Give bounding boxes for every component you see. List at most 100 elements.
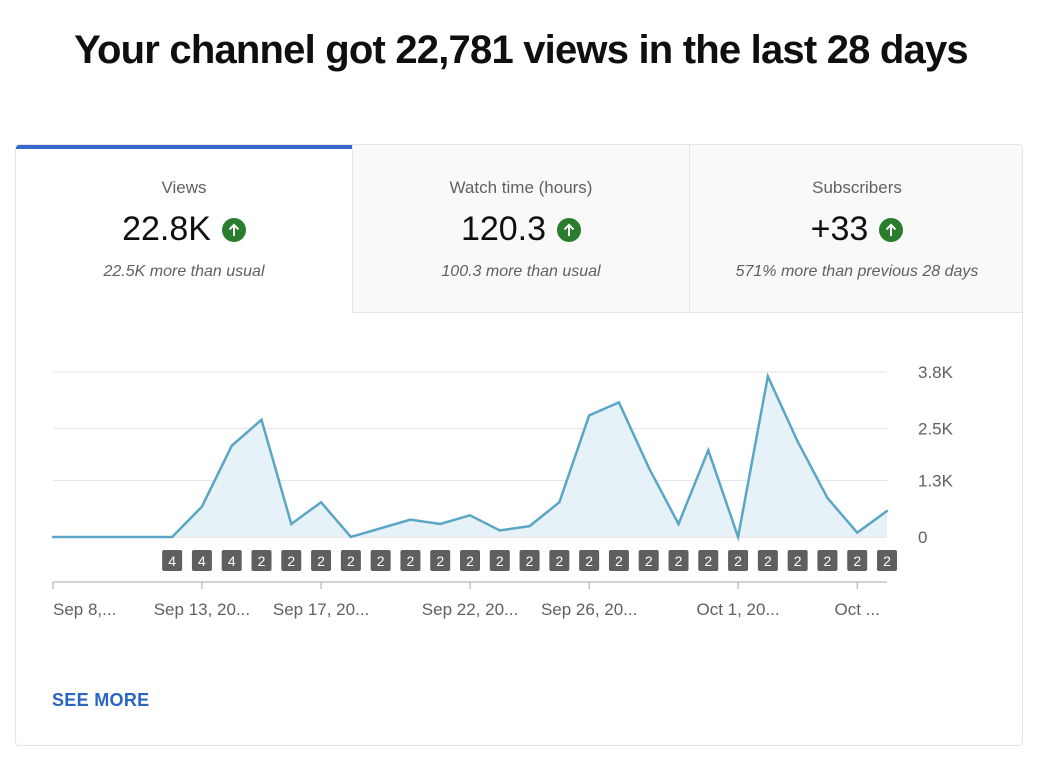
data-point	[379, 527, 382, 530]
video-badge-label: 2	[526, 553, 534, 569]
analytics-card: Views 22.8K 22.5K more than usual Watch …	[15, 144, 1023, 746]
tab-value: 22.8K	[122, 209, 211, 248]
tab-label: Subscribers	[812, 178, 902, 197]
tab-label: Views	[161, 178, 207, 197]
data-point	[200, 505, 204, 508]
video-badge	[311, 550, 332, 571]
tab-value: 120.3	[460, 209, 547, 248]
video-badge	[400, 550, 421, 571]
video-badge-label: 4	[228, 553, 236, 569]
y-tick-label: 3.8K	[918, 363, 954, 382]
video-badge	[460, 550, 480, 571]
data-point	[885, 509, 889, 513]
data-point	[796, 440, 799, 443]
video-badge	[757, 550, 778, 571]
video-badge	[340, 550, 361, 571]
y-tick-label: 1.3K	[918, 472, 954, 491]
video-badge	[162, 550, 183, 571]
x-tick-label: Oct 1, 20...	[696, 600, 779, 619]
video-badge	[787, 550, 808, 571]
data-point	[826, 496, 829, 500]
video-badge	[221, 550, 242, 571]
video-badge	[698, 550, 719, 571]
data-point	[856, 531, 859, 534]
video-badge-label: 2	[645, 553, 653, 569]
video-badge-label: 2	[258, 553, 266, 569]
data-point	[617, 401, 621, 404]
tab-watch-time[interactable]: Watch time (hours) 120.3 100.3 more than…	[352, 145, 689, 313]
data-point	[707, 448, 710, 452]
video-badge	[370, 550, 391, 571]
video-badge	[668, 550, 689, 571]
tab-comparison: 100.3 more than usual	[441, 263, 601, 280]
data-point	[647, 466, 650, 469]
tab-comparison: 571% more than previous 28 days	[735, 263, 979, 280]
data-point	[260, 418, 263, 421]
tab-label: Watch time (hours)	[449, 178, 593, 197]
tab-value: +33	[810, 209, 869, 248]
video-badge-label: 2	[317, 553, 325, 569]
page-title: Your channel got 22,781 views in the las…	[74, 28, 969, 72]
video-badge	[608, 550, 629, 571]
x-tick-label: Oct ...	[835, 600, 880, 619]
data-point	[528, 524, 531, 528]
video-badge	[728, 550, 749, 571]
video-badge-label: 2	[883, 553, 891, 569]
video-badge-label: 2	[794, 553, 802, 569]
video-badge	[549, 550, 570, 571]
tab-subscribers[interactable]: Subscribers +33 571% more than previous …	[689, 145, 1022, 313]
video-badge-label: 2	[675, 553, 683, 569]
x-tick-label: Sep 13, 20...	[154, 600, 250, 619]
video-badge-label: 2	[436, 553, 444, 569]
video-badge-label: 2	[407, 553, 415, 569]
video-badge-label: 2	[555, 553, 563, 569]
y-tick-label: 0	[918, 528, 927, 547]
video-badge-label: 2	[585, 553, 593, 569]
video-badge	[430, 550, 451, 571]
video-badge-label: 2	[704, 553, 712, 569]
tab-comparison: 22.5K more than usual	[103, 263, 265, 280]
video-badge-label: 2	[853, 553, 861, 569]
video-badge-label: 2	[347, 553, 355, 569]
video-badge-label: 2	[824, 553, 832, 569]
see-more-link[interactable]: SEE MORE	[52, 690, 150, 710]
tab-views[interactable]: Views 22.8K 22.5K more than usual	[16, 145, 352, 313]
video-badge	[191, 550, 212, 571]
series-area	[53, 376, 887, 537]
data-point	[319, 501, 323, 504]
data-point	[677, 522, 680, 526]
video-badge	[489, 550, 510, 571]
data-point	[290, 522, 293, 526]
data-point	[587, 414, 591, 417]
video-badge-label: 2	[496, 553, 504, 569]
data-point	[409, 518, 412, 521]
x-tick-label: Sep 8,...	[53, 600, 116, 619]
arrow-up-icon	[557, 218, 582, 242]
data-point	[51, 535, 55, 539]
video-badge-label: 4	[198, 553, 206, 569]
data-point	[170, 535, 174, 539]
video-badge	[817, 550, 838, 571]
data-point	[81, 535, 84, 539]
metric-tabs: Views 22.8K 22.5K more than usual Watch …	[16, 145, 1022, 313]
video-badge-label: 2	[466, 553, 474, 569]
data-point	[349, 535, 353, 539]
video-badge	[638, 550, 659, 571]
x-tick-label: Sep 26, 20...	[541, 600, 637, 619]
video-badge-label: 2	[377, 553, 385, 569]
views-chart: 3.8K 2.5K 1.3K 0 4 4 4 2 2 2 2 2 2 2 2 2 2 2 2 2 2 2 2 2 2 2 2 2 2 Se…	[51, 363, 954, 619]
y-tick-label: 2.5K	[918, 419, 954, 438]
video-badge-label: 2	[615, 553, 623, 569]
x-tick-label: Sep 17, 20...	[273, 600, 369, 619]
data-point	[736, 535, 740, 539]
video-badge-label: 2	[287, 553, 295, 569]
data-point	[141, 535, 144, 539]
video-badge	[847, 550, 868, 571]
video-badge-label: 2	[764, 553, 772, 569]
video-badge-label: 2	[734, 553, 742, 569]
video-badge	[281, 550, 302, 571]
x-tick-label: Sep 22, 20...	[422, 600, 518, 619]
video-badge	[251, 550, 272, 571]
video-badge	[519, 550, 540, 571]
video-badge	[877, 550, 897, 571]
